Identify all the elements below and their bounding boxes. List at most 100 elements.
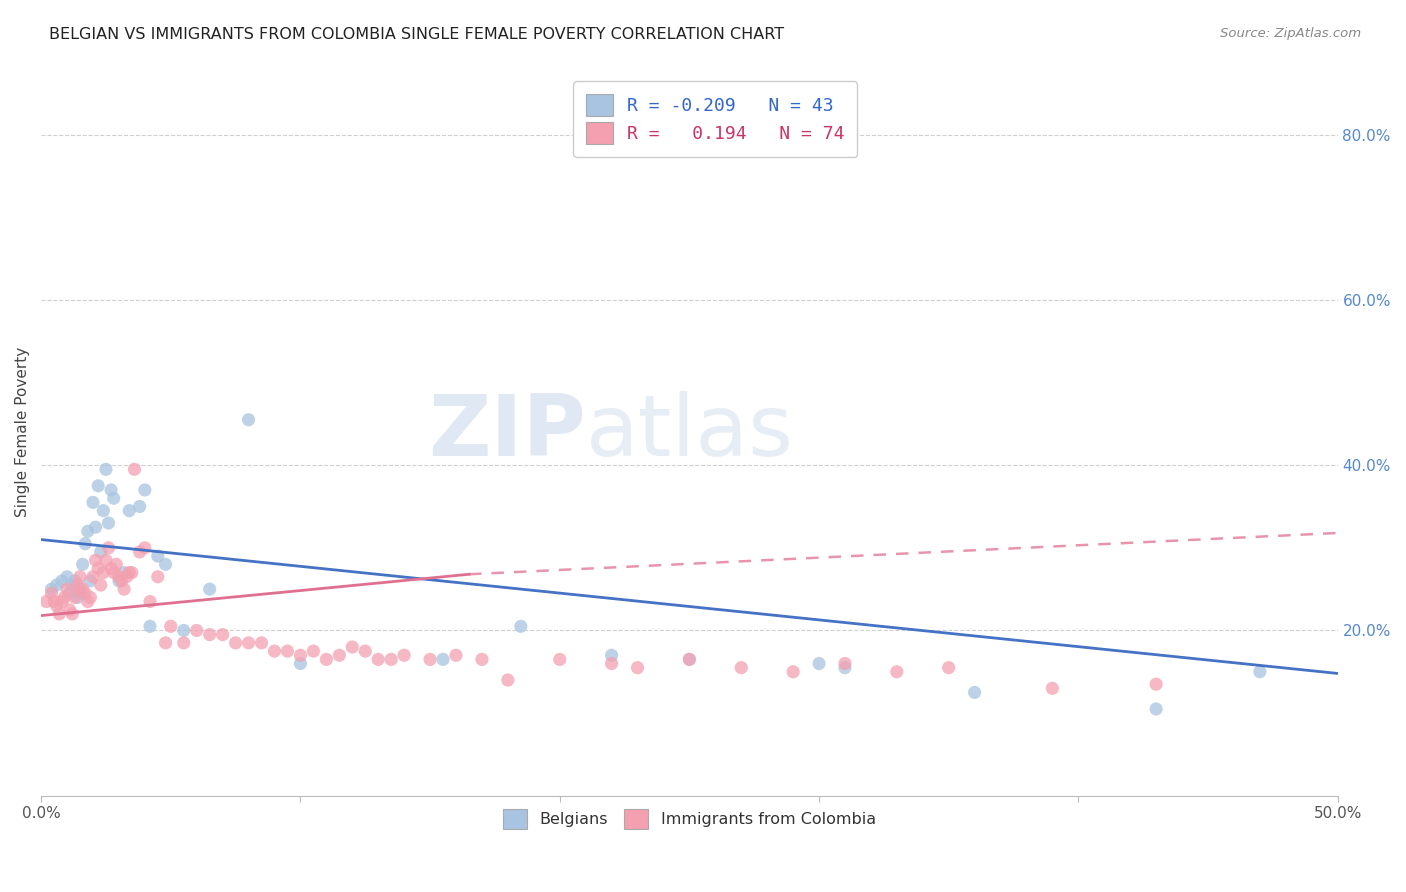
Point [97,541,120,555]
Point [82,570,104,584]
Point [87,561,110,575]
Point [238,413,260,427]
Legend: Belgians, Immigrants from Colombia: Belgians, Immigrants from Colombia [496,803,883,835]
Point [60,578,83,592]
Point [53,591,76,605]
Point [112,582,135,596]
Point [75,537,97,551]
Point [105,558,128,572]
Point [600,657,623,671]
Point [69,570,91,584]
Point [72,558,94,572]
Point [69,586,91,600]
Point [600,648,623,663]
Point [250,636,273,650]
Point [128,500,150,514]
Y-axis label: Single Female Poverty: Single Female Poverty [15,347,30,517]
Point [173,636,195,650]
Point [211,627,233,641]
Point [678,652,700,666]
Point [782,665,804,679]
Point [51,594,73,608]
Point [509,619,531,633]
Point [302,644,325,658]
Point [225,636,247,650]
Text: Source: ZipAtlas.com: Source: ZipAtlas.com [1220,27,1361,40]
Point [108,574,131,588]
Point [60,607,83,621]
Point [75,586,97,600]
Point [342,640,364,654]
Point [139,619,162,633]
Point [134,483,156,497]
Point [380,652,402,666]
Point [198,627,221,641]
Point [66,591,89,605]
Point [103,491,125,506]
Point [72,582,94,596]
Point [354,644,377,658]
Point [93,566,115,580]
Point [834,660,856,674]
Point [159,619,181,633]
Point [118,566,141,580]
Point [886,665,908,679]
Point [139,594,162,608]
Point [59,603,82,617]
Point [90,545,112,559]
Point [63,574,86,588]
Point [118,503,141,517]
Point [808,657,831,671]
Point [1144,702,1167,716]
Point [238,636,260,650]
Point [367,652,389,666]
Point [315,652,337,666]
Point [84,520,107,534]
Point [94,553,117,567]
Point [41,582,63,596]
Point [328,648,350,663]
Point [79,574,101,588]
Point [290,648,312,663]
Point [59,586,82,600]
Point [41,586,63,600]
Point [51,574,73,588]
Point [63,591,86,605]
Point [626,660,648,674]
Point [392,648,415,663]
Point [678,652,700,666]
Point [548,652,571,666]
Point [938,660,960,674]
Point [93,503,115,517]
Point [103,566,125,580]
Point [84,553,107,567]
Point [1144,677,1167,691]
Point [45,578,67,592]
Point [263,644,285,658]
Point [56,582,79,596]
Point [76,594,98,608]
Point [115,570,138,584]
Text: atlas: atlas [586,391,793,474]
Point [146,570,169,584]
Point [146,549,169,563]
Point [134,541,156,555]
Point [419,652,441,666]
Point [198,582,221,596]
Point [66,578,89,592]
Point [444,648,467,663]
Point [76,524,98,539]
Point [173,624,195,638]
Point [45,599,67,613]
Point [97,516,120,530]
Point [128,545,150,559]
Point [82,495,104,509]
Point [100,561,122,575]
Point [276,644,298,658]
Point [186,624,208,638]
Point [1042,681,1064,696]
Point [155,636,177,650]
Point [112,566,135,580]
Point [69,582,91,596]
Point [90,578,112,592]
